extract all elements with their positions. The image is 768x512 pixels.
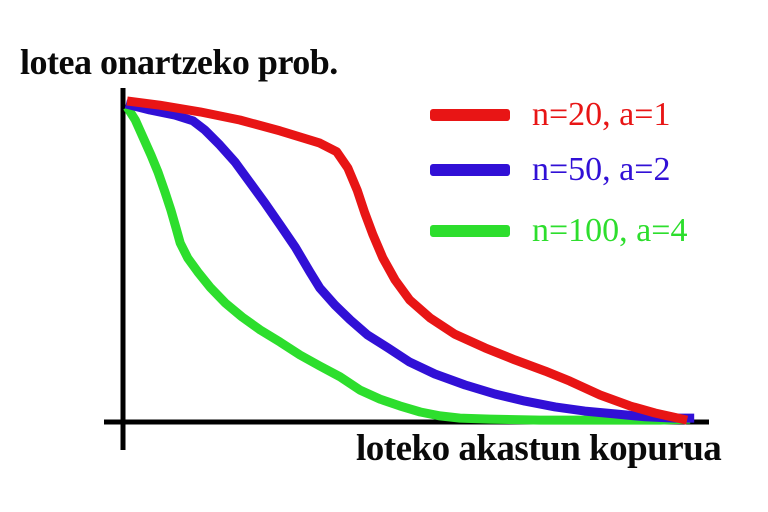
- curve-n50-a2: [124, 99, 695, 423]
- curve-n20-a1: [126, 96, 689, 425]
- legend-swatch-red: [430, 109, 510, 121]
- legend-swatch-green: [430, 225, 510, 237]
- legend-item-n50-a2: n=50, a=2: [430, 150, 670, 190]
- legend-label: n=100, a=4: [532, 212, 688, 249]
- curve-n100-a4: [123, 104, 691, 425]
- legend-label: n=20, a=1: [532, 96, 671, 133]
- x-axis-label: loteko akastun kopurua: [356, 428, 722, 469]
- y-axis-title: lotea onartzeko prob.: [20, 42, 338, 82]
- legend-swatch-blue: [430, 164, 510, 176]
- legend-label: n=50, a=2: [532, 151, 671, 188]
- legend-item-n100-a4: n=100, a=4: [430, 211, 687, 251]
- legend-item-n20-a1: n=20, a=1: [430, 95, 670, 135]
